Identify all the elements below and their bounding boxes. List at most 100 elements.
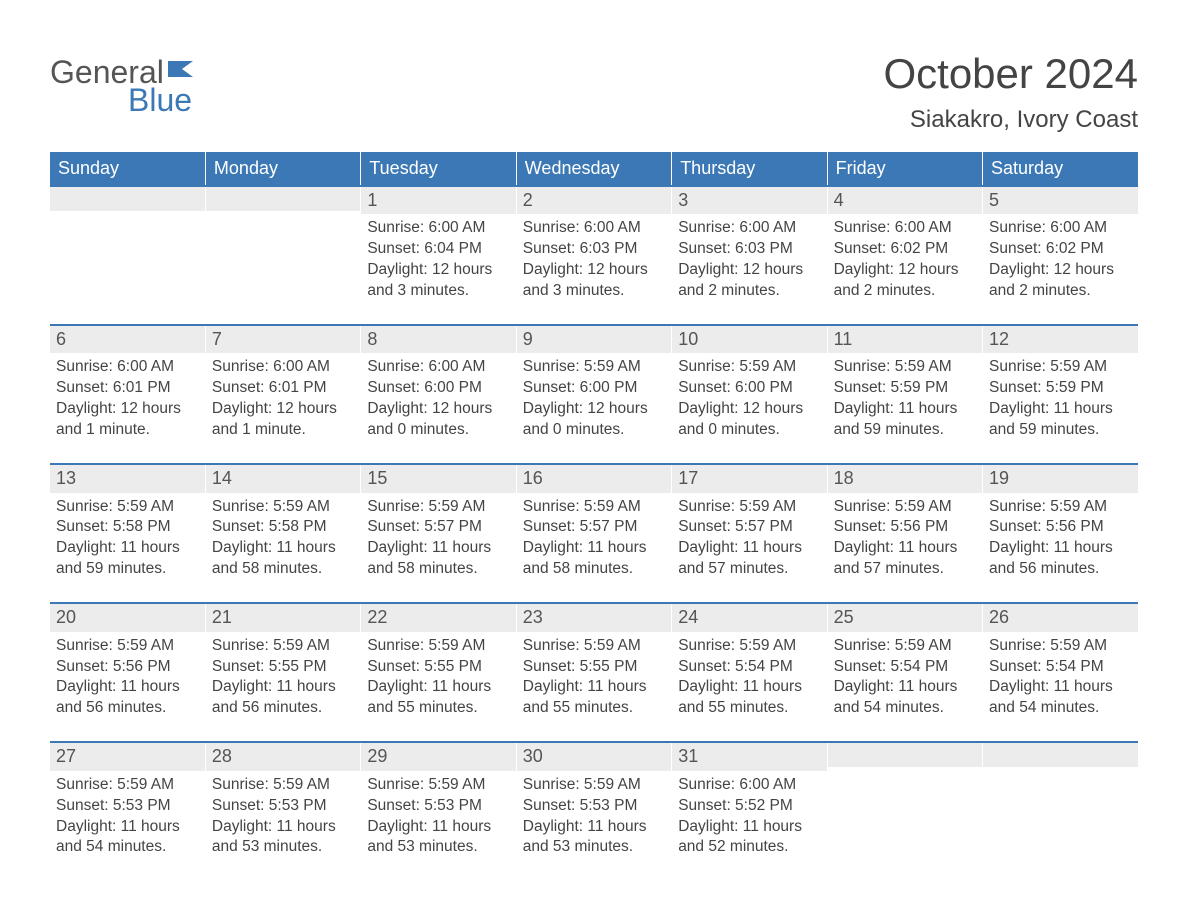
- day-body: Sunrise: 5:59 AMSunset: 5:55 PMDaylight:…: [517, 632, 671, 742]
- day-number: 6: [50, 326, 205, 353]
- sunset-line: Sunset: 5:58 PM: [56, 517, 199, 538]
- day-number: 20: [50, 604, 205, 631]
- sunset-line: Sunset: 6:02 PM: [834, 239, 976, 260]
- sunrise-line: Sunrise: 5:59 AM: [834, 497, 976, 518]
- day-body: Sunrise: 6:00 AMSunset: 6:04 PMDaylight:…: [361, 214, 515, 324]
- sunset-line: Sunset: 5:59 PM: [989, 378, 1132, 399]
- sunset-line: Sunset: 6:01 PM: [56, 378, 199, 399]
- day-body: Sunrise: 5:59 AMSunset: 5:55 PMDaylight:…: [206, 632, 360, 742]
- daylight-line: Daylight: 11 hours and 54 minutes.: [989, 677, 1132, 719]
- calendar-day-cell: 12Sunrise: 5:59 AMSunset: 5:59 PMDayligh…: [983, 325, 1138, 464]
- daylight-line: Daylight: 12 hours and 3 minutes.: [523, 260, 665, 302]
- calendar-day-cell: 9Sunrise: 5:59 AMSunset: 6:00 PMDaylight…: [516, 325, 671, 464]
- sunrise-line: Sunrise: 6:00 AM: [678, 218, 820, 239]
- day-number: 7: [206, 326, 360, 353]
- weekday-header: Saturday: [983, 152, 1138, 186]
- sunset-line: Sunset: 5:55 PM: [212, 657, 354, 678]
- calendar-day-cell: 15Sunrise: 5:59 AMSunset: 5:57 PMDayligh…: [361, 464, 516, 603]
- day-number: 30: [517, 743, 671, 770]
- calendar-day-cell: 17Sunrise: 5:59 AMSunset: 5:57 PMDayligh…: [672, 464, 827, 603]
- daylight-line: Daylight: 11 hours and 57 minutes.: [678, 538, 820, 580]
- day-number: 2: [517, 187, 671, 214]
- day-body: Sunrise: 5:59 AMSunset: 5:58 PMDaylight:…: [50, 493, 205, 603]
- sunrise-line: Sunrise: 5:59 AM: [989, 497, 1132, 518]
- calendar-day-cell: 26Sunrise: 5:59 AMSunset: 5:54 PMDayligh…: [983, 603, 1138, 742]
- day-number: 24: [672, 604, 826, 631]
- daylight-line: Daylight: 11 hours and 56 minutes.: [989, 538, 1132, 580]
- sunset-line: Sunset: 6:00 PM: [523, 378, 665, 399]
- daylight-line: Daylight: 12 hours and 2 minutes.: [989, 260, 1132, 302]
- sunrise-line: Sunrise: 6:00 AM: [834, 218, 976, 239]
- day-body: [983, 767, 1138, 867]
- calendar-day-cell: [983, 742, 1138, 880]
- calendar-day-cell: 28Sunrise: 5:59 AMSunset: 5:53 PMDayligh…: [205, 742, 360, 880]
- sunrise-line: Sunrise: 6:00 AM: [989, 218, 1132, 239]
- sunrise-line: Sunrise: 6:00 AM: [367, 357, 509, 378]
- sunrise-line: Sunrise: 5:59 AM: [678, 636, 820, 657]
- logo-flag-icon: [168, 50, 198, 82]
- location-subtitle: Siakakro, Ivory Coast: [883, 106, 1138, 134]
- day-number: 28: [206, 743, 360, 770]
- day-number: 22: [361, 604, 515, 631]
- day-number: 11: [828, 326, 982, 353]
- sunrise-line: Sunrise: 5:59 AM: [989, 636, 1132, 657]
- calendar-day-cell: 7Sunrise: 6:00 AMSunset: 6:01 PMDaylight…: [205, 325, 360, 464]
- sunrise-line: Sunrise: 5:59 AM: [212, 497, 354, 518]
- daylight-line: Daylight: 12 hours and 1 minute.: [56, 399, 199, 441]
- day-body: Sunrise: 6:00 AMSunset: 6:02 PMDaylight:…: [983, 214, 1138, 324]
- day-body: Sunrise: 5:59 AMSunset: 5:53 PMDaylight:…: [50, 771, 205, 881]
- day-number: 12: [983, 326, 1138, 353]
- day-number: 3: [672, 187, 826, 214]
- calendar-day-cell: 6Sunrise: 6:00 AMSunset: 6:01 PMDaylight…: [50, 325, 205, 464]
- daylight-line: Daylight: 12 hours and 0 minutes.: [523, 399, 665, 441]
- calendar-day-cell: 18Sunrise: 5:59 AMSunset: 5:56 PMDayligh…: [827, 464, 982, 603]
- weekday-header: Wednesday: [516, 152, 671, 186]
- day-number: 4: [828, 187, 982, 214]
- daylight-line: Daylight: 11 hours and 55 minutes.: [367, 677, 509, 719]
- day-body: Sunrise: 5:59 AMSunset: 5:54 PMDaylight:…: [828, 632, 982, 742]
- daylight-line: Daylight: 11 hours and 56 minutes.: [56, 677, 199, 719]
- calendar-day-cell: 20Sunrise: 5:59 AMSunset: 5:56 PMDayligh…: [50, 603, 205, 742]
- weekday-header: Thursday: [672, 152, 827, 186]
- day-number: 17: [672, 465, 826, 492]
- sunset-line: Sunset: 6:00 PM: [678, 378, 820, 399]
- day-number: 18: [828, 465, 982, 492]
- daylight-line: Daylight: 11 hours and 52 minutes.: [678, 817, 820, 859]
- day-number: 23: [517, 604, 671, 631]
- calendar-day-cell: 14Sunrise: 5:59 AMSunset: 5:58 PMDayligh…: [205, 464, 360, 603]
- sunrise-line: Sunrise: 5:59 AM: [678, 357, 820, 378]
- sunrise-line: Sunrise: 5:59 AM: [834, 357, 976, 378]
- daylight-line: Daylight: 11 hours and 54 minutes.: [56, 817, 199, 859]
- weekday-header: Friday: [827, 152, 982, 186]
- calendar-page: General Blue October 2024 Siakakro, Ivor…: [0, 0, 1188, 920]
- sunset-line: Sunset: 5:57 PM: [523, 517, 665, 538]
- daylight-line: Daylight: 11 hours and 59 minutes.: [56, 538, 199, 580]
- calendar-day-cell: 11Sunrise: 5:59 AMSunset: 5:59 PMDayligh…: [827, 325, 982, 464]
- calendar-day-cell: 8Sunrise: 6:00 AMSunset: 6:00 PMDaylight…: [361, 325, 516, 464]
- calendar-day-cell: 25Sunrise: 5:59 AMSunset: 5:54 PMDayligh…: [827, 603, 982, 742]
- daylight-line: Daylight: 11 hours and 53 minutes.: [212, 817, 354, 859]
- daylight-line: Daylight: 11 hours and 54 minutes.: [834, 677, 976, 719]
- sunset-line: Sunset: 5:56 PM: [834, 517, 976, 538]
- sunrise-line: Sunrise: 5:59 AM: [367, 775, 509, 796]
- calendar-week-row: 27Sunrise: 5:59 AMSunset: 5:53 PMDayligh…: [50, 742, 1138, 880]
- day-number: 26: [983, 604, 1138, 631]
- calendar-week-row: 1Sunrise: 6:00 AMSunset: 6:04 PMDaylight…: [50, 186, 1138, 325]
- day-body: Sunrise: 5:59 AMSunset: 5:54 PMDaylight:…: [672, 632, 826, 742]
- day-body: Sunrise: 5:59 AMSunset: 5:53 PMDaylight:…: [517, 771, 671, 881]
- day-number: 9: [517, 326, 671, 353]
- sunset-line: Sunset: 6:03 PM: [678, 239, 820, 260]
- day-number: 19: [983, 465, 1138, 492]
- daylight-line: Daylight: 11 hours and 58 minutes.: [523, 538, 665, 580]
- sunrise-line: Sunrise: 5:59 AM: [989, 357, 1132, 378]
- logo-word-blue: Blue: [50, 84, 198, 116]
- calendar-day-cell: [827, 742, 982, 880]
- sunrise-line: Sunrise: 5:59 AM: [523, 636, 665, 657]
- weekday-header: Monday: [205, 152, 360, 186]
- day-number: 16: [517, 465, 671, 492]
- sunset-line: Sunset: 5:53 PM: [212, 796, 354, 817]
- day-number: 21: [206, 604, 360, 631]
- day-number: 31: [672, 743, 826, 770]
- title-block: October 2024 Siakakro, Ivory Coast: [883, 50, 1138, 134]
- calendar-day-cell: 24Sunrise: 5:59 AMSunset: 5:54 PMDayligh…: [672, 603, 827, 742]
